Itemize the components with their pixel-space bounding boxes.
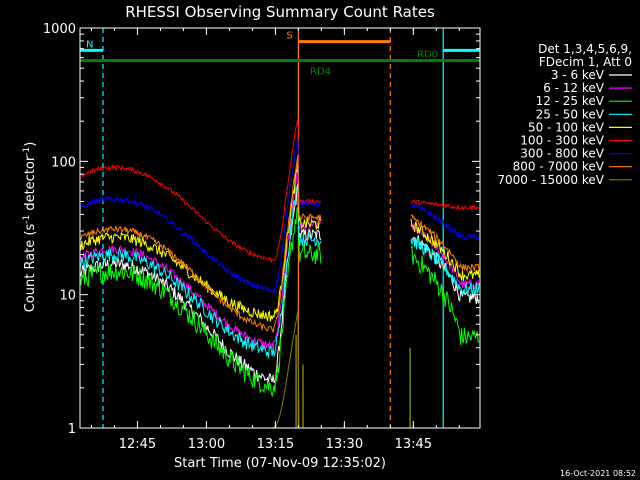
legend-header-line: Det 1,3,4,5,6,9, bbox=[538, 42, 632, 56]
chart-title: RHESSI Observing Summary Count Rates bbox=[125, 3, 435, 21]
y-tick-label: 10 bbox=[59, 289, 76, 304]
x-axis-label: Start Time (07-Nov-09 12:35:02) bbox=[174, 456, 386, 471]
series-line bbox=[410, 199, 480, 212]
legend-entry-label: 100 - 300 keV bbox=[520, 134, 604, 148]
y-tick-label: 1000 bbox=[43, 22, 76, 37]
legend-entry-label: 300 - 800 keV bbox=[520, 147, 604, 161]
legend-entry-label: 50 - 100 keV bbox=[528, 120, 605, 134]
timestamp: 16-Oct-2021 08:52 bbox=[560, 469, 636, 478]
x-tick-label: 13:45 bbox=[395, 437, 432, 452]
y-tick-label: 1 bbox=[68, 422, 76, 437]
series-line bbox=[410, 223, 480, 289]
flag-label: RD4 bbox=[310, 67, 331, 78]
y-axis-label-superscript: -1 bbox=[22, 215, 32, 224]
y-axis-label: Count Rate (s-1 detector-1) bbox=[22, 142, 38, 313]
legend-entry-label: 25 - 50 keV bbox=[536, 107, 605, 121]
legend-entry-label: 3 - 6 keV bbox=[551, 68, 605, 82]
series-line bbox=[80, 310, 321, 428]
series-line bbox=[410, 218, 480, 281]
plot-area bbox=[80, 28, 480, 428]
legend-entry-label: 800 - 7000 keV bbox=[513, 160, 605, 174]
series-line bbox=[80, 166, 322, 349]
series-line bbox=[80, 117, 322, 264]
y-axis-label-superscript: -1 bbox=[22, 147, 32, 156]
series-line bbox=[80, 187, 322, 359]
legend: Det 1,3,4,5,6,9, FDecim 1, Att 0 3 - 6 k… bbox=[497, 42, 632, 187]
legend-entry-label: 6 - 12 keV bbox=[543, 81, 605, 95]
legend-header-line: FDecim 1, Att 0 bbox=[539, 55, 632, 69]
y-axis-label-part: ) bbox=[23, 142, 38, 147]
y-tick-label: 100 bbox=[51, 155, 76, 170]
series-line bbox=[80, 154, 322, 333]
y-axis-label-part: detector bbox=[23, 155, 38, 215]
series-line bbox=[410, 236, 480, 297]
series-line bbox=[80, 207, 322, 398]
x-tick-label: 13:30 bbox=[326, 437, 363, 452]
x-tick-label: 12:45 bbox=[119, 437, 156, 452]
legend-entry-label: 7000 - 15000 keV bbox=[497, 173, 604, 187]
x-tick-label: 13:00 bbox=[188, 437, 225, 452]
flag-label: RD0 bbox=[417, 50, 438, 61]
x-tick-label: 13:15 bbox=[257, 437, 294, 452]
series-line bbox=[80, 137, 322, 294]
legend-entry-label: 12 - 25 keV bbox=[536, 94, 605, 108]
plot-frame bbox=[79, 27, 481, 429]
flag-label: S bbox=[286, 31, 292, 42]
series-line bbox=[410, 244, 480, 346]
y-axis-label-part: Count Rate (s bbox=[23, 224, 38, 313]
series-line bbox=[80, 183, 322, 384]
series-line bbox=[80, 161, 322, 322]
series-line bbox=[410, 213, 480, 273]
series-line bbox=[410, 201, 480, 241]
flag-label: N bbox=[86, 39, 93, 50]
